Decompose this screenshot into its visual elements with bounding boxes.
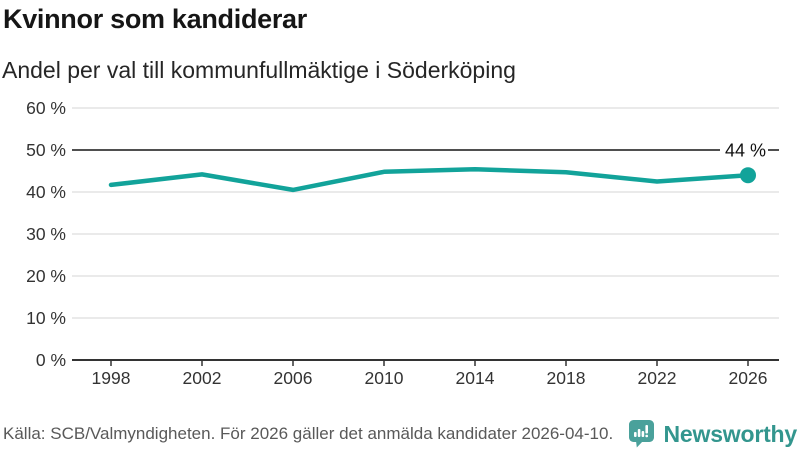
- x-tick-label: 2010: [365, 368, 404, 388]
- y-tick-label: 10 %: [26, 308, 66, 328]
- x-tick-label: 2006: [274, 368, 313, 388]
- data-line: [108, 167, 751, 193]
- x-tick-label: 2026: [729, 368, 768, 388]
- brand-name: Newsworthy: [663, 420, 798, 447]
- y-tick-label: 0 %: [36, 350, 66, 370]
- newsworthy-logo: Newsworthy: [628, 419, 797, 449]
- x-tick-label: 2022: [638, 368, 677, 388]
- y-tick-label: 30 %: [26, 224, 66, 244]
- end-point-marker: [740, 167, 756, 184]
- y-tick-label: 40 %: [26, 182, 66, 202]
- y-tick-label: 60 %: [26, 98, 66, 118]
- end-value-label-bg: [720, 139, 768, 161]
- end-value-label: 44 %: [725, 141, 766, 161]
- page-title: Kvinnor som kandiderar: [3, 4, 307, 34]
- y-tick-label: 20 %: [26, 266, 66, 286]
- x-tick-label: 2002: [183, 368, 222, 388]
- chart-subtitle: Andel per val till kommunfullmäktige i S…: [2, 57, 516, 83]
- x-tick-label: 1998: [92, 368, 131, 388]
- chart-footer: Källa: SCB/Valmyndigheten. För 2026 gäll…: [3, 418, 797, 450]
- bar-chart-speech-bubble-icon: [628, 420, 654, 448]
- y-tick-label: 50 %: [26, 140, 66, 160]
- x-tick-label: 2018: [547, 368, 586, 388]
- line-chart: 0 % 10 % 20 % 30 % 40 % 50 % 60 % 1998 2002 2006 2…: [26, 98, 779, 388]
- x-tick-label: 2014: [456, 368, 495, 388]
- source-note: Källa: SCB/Valmyndigheten. För 2026 gäll…: [3, 424, 614, 443]
